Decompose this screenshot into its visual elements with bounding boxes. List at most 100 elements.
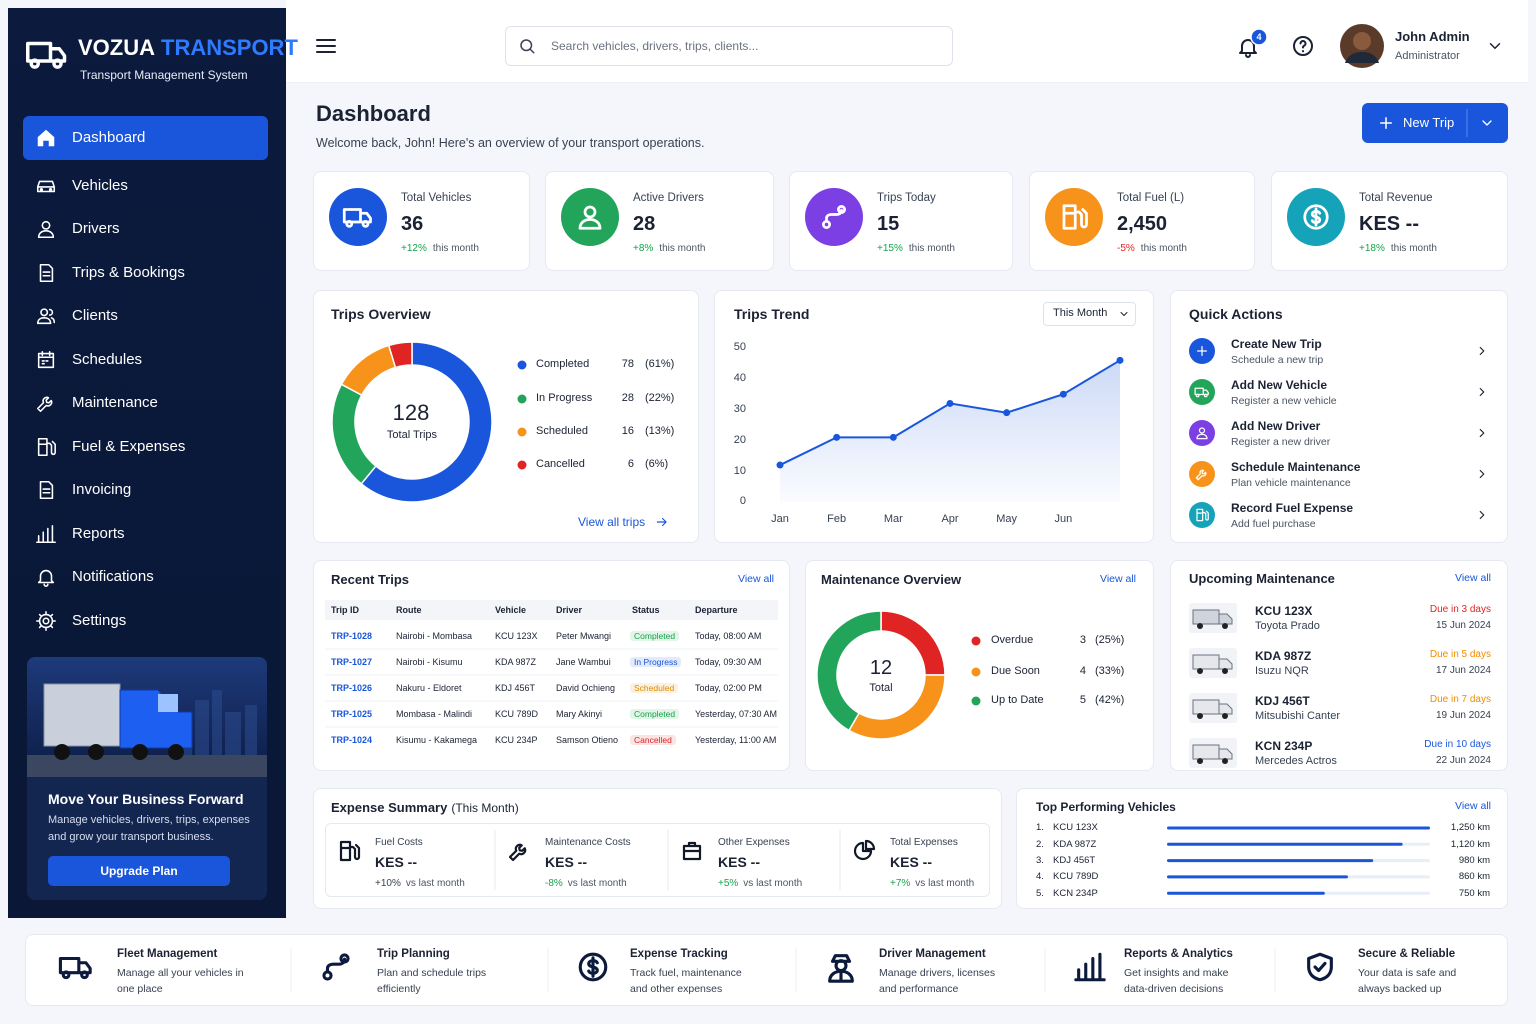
view-all-link[interactable]: View all bbox=[891, 800, 1491, 813]
legend-count: 3 bbox=[486, 634, 1086, 647]
promo-text-text: Manage vehicles, drivers, trips, expense… bbox=[48, 813, 250, 843]
y-tick-label: 0 bbox=[146, 495, 746, 508]
upgrade-button[interactable] bbox=[48, 856, 230, 886]
upgrade-button-label[interactable]: Upgrade Plan bbox=[0, 864, 439, 878]
expense-label: Total Expenses bbox=[890, 837, 958, 849]
vehicle-model-text: Mitsubishi Canter bbox=[1255, 710, 1340, 723]
user-role: Administrator bbox=[1395, 50, 1460, 63]
action-title[interactable]: Record Fuel Expense bbox=[1231, 501, 1353, 515]
nav-item[interactable]: Settings bbox=[72, 612, 126, 630]
table-header-text: Driver bbox=[556, 604, 583, 615]
nav-item[interactable]: Dashboard bbox=[72, 129, 145, 147]
table-cell: Kisumu - Kakamega bbox=[396, 735, 477, 746]
table-cell-text: Today, 02:00 PM bbox=[695, 682, 762, 693]
card-title-text: Trips Trend bbox=[734, 305, 810, 322]
table-header-text: Route bbox=[396, 604, 422, 615]
vehicle-name-text: KCU 123X bbox=[1053, 822, 1098, 834]
x-tick-label-text: Jun bbox=[1054, 513, 1073, 526]
table-cell[interactable]: TRP-1024 bbox=[331, 735, 372, 746]
nav-item-text: Trips & Bookings bbox=[72, 264, 185, 281]
vehicle-name: KDJ 456T bbox=[1053, 855, 1095, 866]
expense-change-value: +5% bbox=[718, 878, 739, 889]
nav-item[interactable]: Reports bbox=[72, 525, 125, 543]
vehicle-name-text: KDJ 456T bbox=[1053, 854, 1096, 866]
status-pill: Completed bbox=[630, 708, 680, 720]
action-title[interactable]: Schedule Maintenance bbox=[1231, 460, 1360, 474]
feature-text: Manage all your vehicles in one place bbox=[117, 965, 247, 997]
vehicle-plate-text: KDA 987Z bbox=[1255, 648, 1312, 663]
action-title[interactable]: Add New Driver bbox=[1231, 419, 1320, 433]
table-cell[interactable]: TRP-1025 bbox=[331, 709, 372, 720]
due-label-text: Due in 10 days bbox=[1424, 739, 1491, 750]
feature-title-text: Trip Planning bbox=[377, 948, 450, 961]
expense-period: vs last month bbox=[405, 878, 465, 889]
table-cell[interactable]: TRP-1028 bbox=[331, 631, 372, 642]
action-subtitle: Register a new driver bbox=[1231, 436, 1330, 449]
legend-name: Up to Date bbox=[991, 694, 1044, 707]
nav-item[interactable]: Fuel & Expenses bbox=[72, 438, 185, 456]
legend-count-text: 4 bbox=[1079, 665, 1086, 678]
stat-change: +15% this month bbox=[877, 243, 955, 255]
nav-item[interactable]: Drivers bbox=[72, 220, 120, 238]
nav-item[interactable]: Notifications bbox=[72, 568, 154, 586]
promo-title: Move Your Business Forward bbox=[48, 791, 244, 808]
page-title: Dashboard bbox=[316, 101, 431, 127]
action-title-text: Schedule Maintenance bbox=[1231, 459, 1361, 474]
feature-text: Get insights and make data-driven decisi… bbox=[1124, 965, 1254, 997]
expense-value: KES -- bbox=[890, 854, 932, 871]
view-all-trips-link[interactable]: View all trips bbox=[578, 515, 645, 529]
nav-item[interactable]: Maintenance bbox=[72, 394, 158, 412]
action-subtitle-text: Register a new vehicle bbox=[1231, 394, 1337, 407]
stat-value: 36 bbox=[401, 212, 423, 236]
nav-item-active[interactable] bbox=[23, 116, 268, 160]
search-placeholder[interactable]: Search vehicles, drivers, trips, clients… bbox=[551, 39, 758, 53]
vehicle-name-text: KCU 789D bbox=[1053, 871, 1099, 883]
legend-pct: (61%) bbox=[645, 358, 674, 371]
legend-pct: (25%) bbox=[1095, 634, 1124, 647]
expense-value-text: KES -- bbox=[718, 853, 760, 870]
feature-text-text: Manage drivers, licenses and performance bbox=[879, 967, 996, 995]
feature-text: Plan and schedule trips efficiently bbox=[377, 965, 507, 997]
feature-title-text: Reports & Analytics bbox=[1124, 948, 1233, 961]
period-filter-label[interactable]: This Month bbox=[1053, 307, 1107, 320]
view-all-link-text: View all bbox=[738, 572, 774, 585]
table-cell-text: Today, 09:30 AM bbox=[695, 656, 762, 667]
x-tick-label-text: Apr bbox=[941, 513, 959, 526]
km-label-text: 750 km bbox=[1458, 887, 1490, 899]
view-all-link[interactable]: View all bbox=[174, 573, 774, 586]
vehicle-rank-text: 3. bbox=[1036, 854, 1044, 866]
view-all-trips-link-text: View all trips bbox=[578, 514, 646, 529]
card-title: Recent Trips bbox=[331, 572, 409, 588]
brand-name: VOZUA TRANSPORT bbox=[78, 35, 298, 61]
legend-count: 5 bbox=[486, 694, 1086, 707]
nav-item[interactable]: Clients bbox=[72, 307, 118, 325]
vehicle-plate-text: KCU 123X bbox=[1255, 603, 1313, 618]
action-title[interactable]: Add New Vehicle bbox=[1231, 378, 1327, 392]
new-trip-label[interactable]: New Trip bbox=[1403, 115, 1454, 131]
feature-text-text: Plan and schedule trips efficiently bbox=[377, 967, 487, 995]
feature-text-text: Get insights and make data-driven decisi… bbox=[1124, 967, 1229, 995]
status-pill-text: Scheduled bbox=[634, 682, 675, 693]
action-title[interactable]: Create New Trip bbox=[1231, 337, 1322, 351]
vehicle-model-text: Isuzu NQR bbox=[1255, 665, 1309, 678]
action-subtitle-text: Plan vehicle maintenance bbox=[1231, 476, 1351, 489]
view-all-link[interactable]: View all bbox=[536, 573, 1136, 586]
user-name[interactable]: John Admin bbox=[1395, 29, 1470, 45]
km-label: 860 km bbox=[890, 871, 1490, 882]
stat-period: this month bbox=[1140, 243, 1187, 254]
expense-summary-card bbox=[313, 788, 1002, 909]
nav-item-text: Vehicles bbox=[72, 177, 128, 194]
vehicle-plate: KCN 234P bbox=[1255, 739, 1312, 753]
search-box[interactable] bbox=[505, 26, 953, 66]
vehicle-rank: 1. bbox=[1036, 822, 1044, 833]
table-cell[interactable]: TRP-1026 bbox=[331, 683, 372, 694]
nav-item[interactable]: Vehicles bbox=[72, 177, 128, 195]
nav-item[interactable]: Schedules bbox=[72, 351, 142, 369]
vehicle-rank: 4. bbox=[1036, 871, 1044, 882]
view-all-link[interactable]: View all bbox=[891, 572, 1491, 585]
nav-item[interactable]: Invoicing bbox=[72, 481, 131, 499]
nav-item[interactable]: Trips & Bookings bbox=[72, 264, 185, 282]
table-cell[interactable]: TRP-1027 bbox=[331, 657, 372, 668]
legend-name: Completed bbox=[536, 358, 589, 371]
table-header-text: Trip ID bbox=[331, 604, 360, 615]
